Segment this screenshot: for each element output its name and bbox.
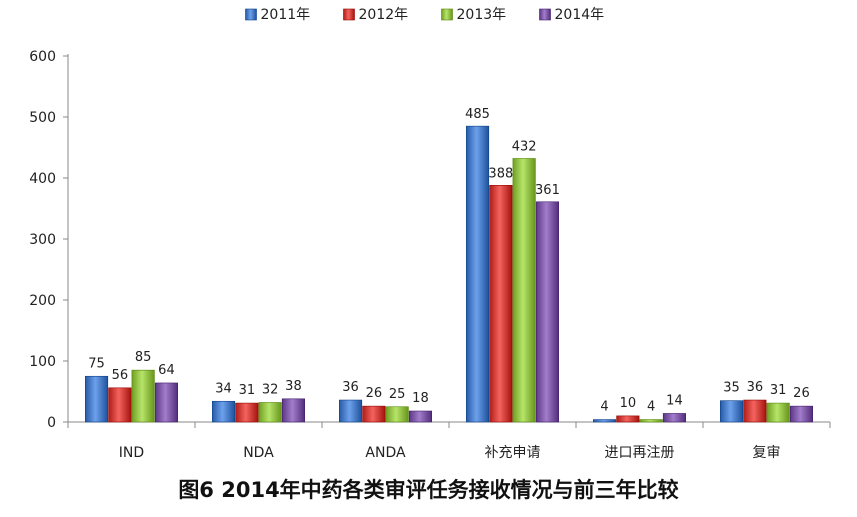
bar — [108, 387, 132, 423]
bar — [85, 375, 109, 423]
legend-swatch — [343, 8, 355, 21]
y-tick-label: 300 — [29, 232, 56, 248]
bar — [512, 158, 536, 423]
legend-item: 2012年 — [343, 7, 409, 23]
y-tick-label: 400 — [29, 171, 56, 187]
bar — [154, 382, 178, 423]
bar — [719, 400, 744, 423]
x-category-label: 补充申请 — [485, 445, 541, 461]
y-tick-label: 600 — [29, 49, 56, 65]
data-label: 26 — [366, 386, 383, 401]
legend-label: 2012年 — [359, 7, 409, 23]
legend-item: 2011年 — [245, 7, 311, 23]
bar — [789, 405, 814, 423]
x-category-label: NDA — [243, 445, 274, 461]
data-label: 26 — [793, 386, 810, 401]
data-label: 85 — [135, 350, 152, 365]
bar — [408, 410, 433, 423]
legend: 2011年 2012年 2013年 2014年 — [245, 7, 605, 23]
data-label: 25 — [389, 387, 406, 402]
bar — [362, 405, 386, 423]
data-label: 4 — [600, 400, 608, 415]
data-label: 388 — [488, 166, 513, 181]
bar — [338, 399, 363, 423]
bar — [131, 369, 155, 423]
legend-item: 2013年 — [441, 7, 507, 23]
legend-label: 2011年 — [261, 7, 311, 23]
data-label: 31 — [770, 383, 787, 398]
bar — [235, 402, 259, 423]
x-category-label: ANDA — [365, 445, 406, 461]
bar — [489, 185, 513, 423]
bar — [616, 415, 640, 423]
legend-item: 2014年 — [539, 7, 605, 23]
bar — [212, 400, 236, 423]
bar — [662, 413, 687, 423]
data-label: 432 — [512, 139, 537, 154]
x-category-label: IND — [119, 445, 144, 461]
bar — [743, 399, 767, 423]
data-label: 4 — [647, 400, 655, 415]
bar — [385, 406, 409, 423]
data-label: 18 — [412, 391, 429, 406]
bar — [766, 402, 790, 423]
data-label: 36 — [342, 380, 359, 395]
data-label: 36 — [747, 380, 764, 395]
data-label: 31 — [239, 383, 256, 398]
legend-label: 2013年 — [457, 7, 507, 23]
data-label: 361 — [535, 183, 560, 198]
data-label: 34 — [215, 381, 232, 396]
bar — [639, 419, 663, 423]
y-tick-label: 500 — [29, 110, 56, 126]
data-label: 32 — [262, 382, 279, 397]
bar — [258, 402, 282, 423]
legend-swatch — [539, 8, 551, 21]
data-label: 35 — [723, 381, 740, 396]
legend-swatch — [245, 8, 257, 21]
y-tick-label: 200 — [29, 293, 56, 309]
axes: 0 100 200 300 400 500 600 IND NDA ANDA 补充申请 进口再注册 复审 — [29, 49, 831, 461]
chart-caption: 图6 2014年中药各类审评任务接收情况与前三年比较 — [178, 478, 679, 502]
x-category-label: 进口再注册 — [605, 445, 675, 461]
x-category-label: 复审 — [753, 444, 781, 461]
bar — [535, 201, 560, 423]
data-label: 10 — [620, 396, 637, 411]
bar — [592, 419, 617, 423]
bar — [465, 125, 490, 423]
legend-swatch — [441, 8, 453, 21]
data-label: 64 — [158, 363, 175, 378]
data-label: 75 — [88, 356, 105, 371]
y-tick-label: 0 — [47, 415, 56, 431]
data-label: 485 — [465, 107, 490, 122]
legend-label: 2014年 — [555, 7, 605, 23]
bars — [85, 125, 814, 423]
y-tick-label: 100 — [29, 354, 56, 370]
bar-chart: 2011年 2012年 2013年 2014年 0 100 200 300 400 500 600… — [29, 7, 831, 461]
data-label: 38 — [285, 379, 302, 394]
bar — [281, 398, 306, 423]
data-label: 14 — [666, 393, 683, 408]
data-label: 56 — [112, 368, 129, 383]
